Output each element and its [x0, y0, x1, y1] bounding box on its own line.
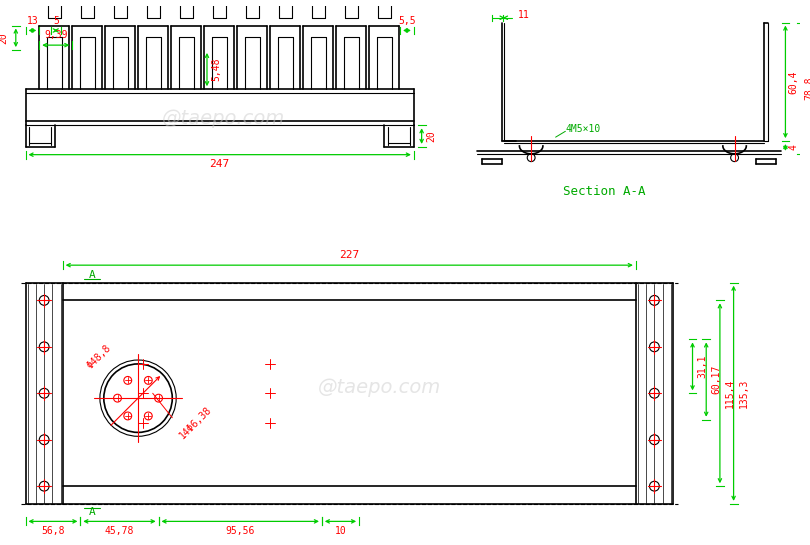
Text: A: A: [89, 270, 96, 280]
Text: 10: 10: [335, 526, 347, 536]
Text: 5: 5: [53, 16, 58, 26]
Text: 56,8: 56,8: [41, 526, 65, 536]
Text: 20: 20: [426, 130, 437, 142]
Text: 60,17: 60,17: [711, 365, 721, 394]
Text: 95,56: 95,56: [225, 526, 255, 536]
Text: 135,3: 135,3: [739, 379, 748, 408]
Text: 115,4: 115,4: [725, 379, 735, 408]
Text: 4M5×10: 4M5×10: [565, 124, 601, 134]
Text: 14Φ6,38: 14Φ6,38: [177, 404, 213, 441]
Text: 4: 4: [788, 144, 798, 150]
Text: 5,5: 5,5: [399, 16, 416, 26]
Text: 1: 1: [518, 10, 523, 20]
Text: 13: 13: [27, 16, 38, 26]
Text: @taepo.com: @taepo.com: [318, 378, 441, 397]
Text: 247: 247: [210, 160, 230, 169]
Text: 45,78: 45,78: [104, 526, 134, 536]
Text: Section A-A: Section A-A: [563, 185, 646, 198]
Text: 20: 20: [0, 32, 8, 44]
Text: 9,39: 9,39: [44, 31, 67, 40]
Text: A: A: [89, 507, 96, 517]
Text: Φ48,8: Φ48,8: [85, 342, 113, 370]
Text: 60,4: 60,4: [788, 70, 798, 94]
Text: 227: 227: [339, 250, 360, 261]
Text: 5,48: 5,48: [211, 58, 222, 81]
Text: 78,8: 78,8: [804, 76, 810, 100]
Text: 31,1: 31,1: [697, 355, 707, 378]
Text: 1: 1: [523, 10, 529, 20]
Text: @taepo.com: @taepo.com: [161, 109, 285, 128]
